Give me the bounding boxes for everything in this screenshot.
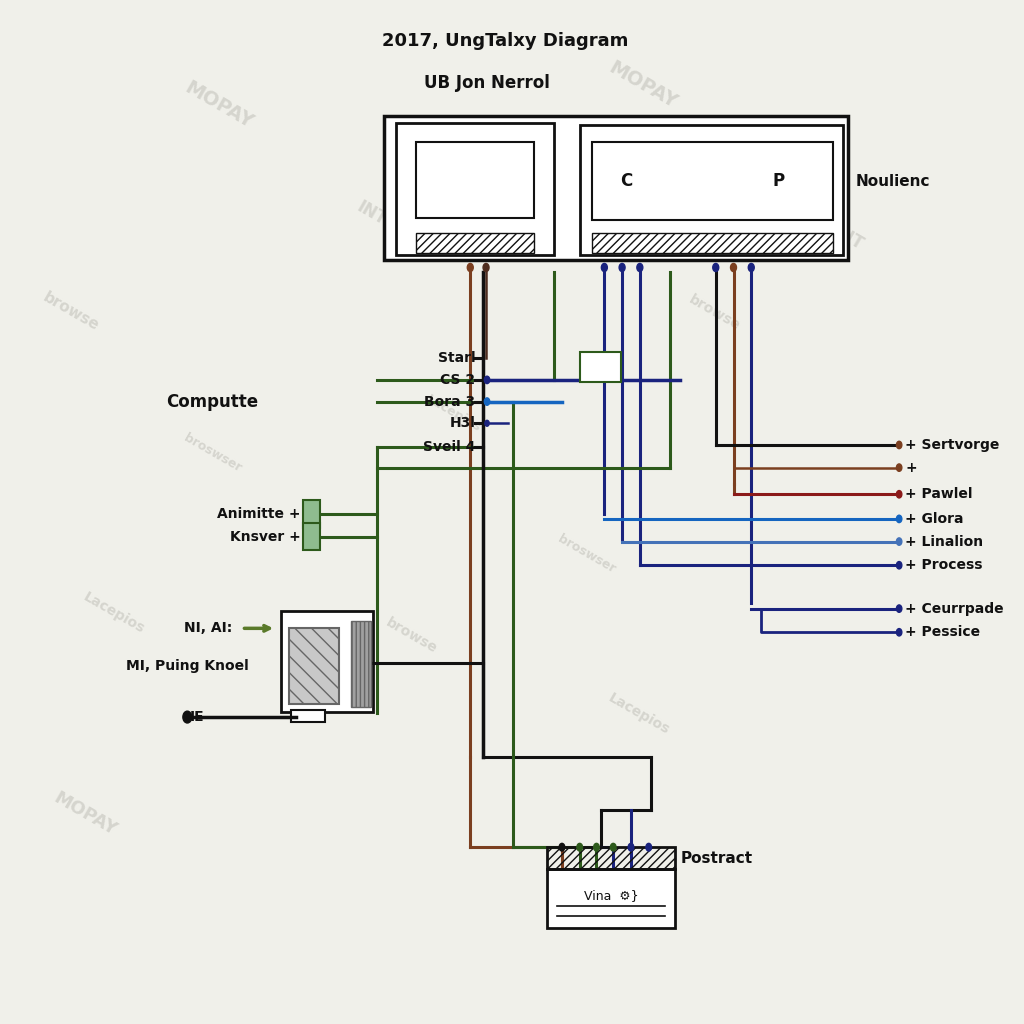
Bar [547, 847, 676, 869]
Text: Knsver +: Knsver + [230, 529, 301, 544]
Bar [547, 869, 676, 928]
Text: + Process: + Process [905, 558, 983, 572]
Text: Lacepios: Lacepios [81, 590, 147, 636]
Ellipse shape [637, 263, 643, 271]
Ellipse shape [467, 263, 473, 271]
Bar [303, 500, 321, 527]
Text: MOPAY: MOPAY [50, 788, 120, 839]
Ellipse shape [896, 605, 902, 612]
Bar [592, 233, 834, 253]
Bar [580, 352, 622, 382]
Text: Vina  ⚙}: Vina ⚙} [584, 889, 639, 902]
Ellipse shape [749, 263, 755, 271]
Text: Lacepios: Lacepios [424, 392, 483, 434]
Text: browse: browse [384, 615, 440, 656]
Text: 2017, UngTalxy Diagram: 2017, UngTalxy Diagram [382, 33, 628, 50]
Ellipse shape [896, 490, 902, 498]
Text: C: C [620, 172, 632, 190]
Ellipse shape [183, 711, 191, 723]
Text: UB Jon Nerrol: UB Jon Nerrol [424, 74, 550, 92]
Bar [289, 628, 339, 705]
Ellipse shape [896, 538, 902, 545]
Bar [384, 116, 848, 260]
Bar [580, 125, 843, 255]
Ellipse shape [483, 263, 489, 271]
Ellipse shape [559, 844, 565, 851]
Text: + Glora: + Glora [905, 512, 964, 526]
Text: Bora 3: Bora 3 [424, 394, 475, 409]
Ellipse shape [594, 844, 599, 851]
Bar [592, 142, 834, 220]
Ellipse shape [610, 844, 616, 851]
Bar [303, 523, 321, 551]
Ellipse shape [896, 515, 902, 522]
Text: browse: browse [40, 289, 101, 333]
Bar [351, 621, 371, 708]
Ellipse shape [713, 263, 719, 271]
Text: Lacepios: Lacepios [606, 691, 672, 737]
Text: Computte: Computte [166, 392, 258, 411]
Text: + Ceurrpade: + Ceurrpade [905, 602, 1004, 615]
Text: browse: browse [686, 293, 742, 333]
Ellipse shape [577, 844, 583, 851]
Ellipse shape [484, 420, 489, 426]
Text: MOPAY: MOPAY [181, 78, 257, 132]
Text: MOPAY: MOPAY [606, 57, 681, 113]
Ellipse shape [896, 561, 902, 569]
Bar [281, 610, 373, 712]
Bar [396, 123, 554, 255]
Ellipse shape [646, 844, 651, 851]
Text: H3l: H3l [450, 417, 475, 430]
Text: INTERNT: INTERNT [787, 198, 866, 254]
Text: INTERNT: INTERNT [353, 198, 432, 254]
Text: +: + [905, 461, 916, 475]
Ellipse shape [628, 844, 634, 851]
Text: + Sertvorge: + Sertvorge [905, 438, 999, 452]
Text: MI, Puing Knoel: MI, Puing Knoel [126, 658, 249, 673]
Text: Starl: Starl [437, 351, 475, 366]
Bar [416, 142, 535, 218]
Ellipse shape [896, 464, 902, 471]
Ellipse shape [484, 398, 489, 406]
Text: Sveil 4: Sveil 4 [423, 440, 475, 454]
Text: Noulienc: Noulienc [856, 174, 930, 189]
Ellipse shape [484, 376, 489, 384]
Text: CS 2: CS 2 [440, 373, 475, 387]
Ellipse shape [620, 263, 625, 271]
Text: P: P [773, 172, 785, 190]
Text: IE: IE [189, 710, 204, 724]
Ellipse shape [601, 263, 607, 271]
Text: Animitte +: Animitte + [217, 507, 301, 521]
Text: + Linalion: + Linalion [905, 535, 983, 549]
Bar [291, 711, 326, 722]
Text: broswser: broswser [181, 431, 244, 474]
Ellipse shape [896, 629, 902, 636]
Ellipse shape [896, 441, 902, 449]
Text: + Pessice: + Pessice [905, 626, 980, 639]
Text: Postract: Postract [680, 851, 753, 865]
Text: + Pawlel: + Pawlel [905, 487, 973, 502]
Text: broswser: broswser [555, 532, 617, 575]
Ellipse shape [730, 263, 736, 271]
Text: NI, AI:: NI, AI: [184, 622, 232, 635]
Bar [416, 233, 535, 253]
